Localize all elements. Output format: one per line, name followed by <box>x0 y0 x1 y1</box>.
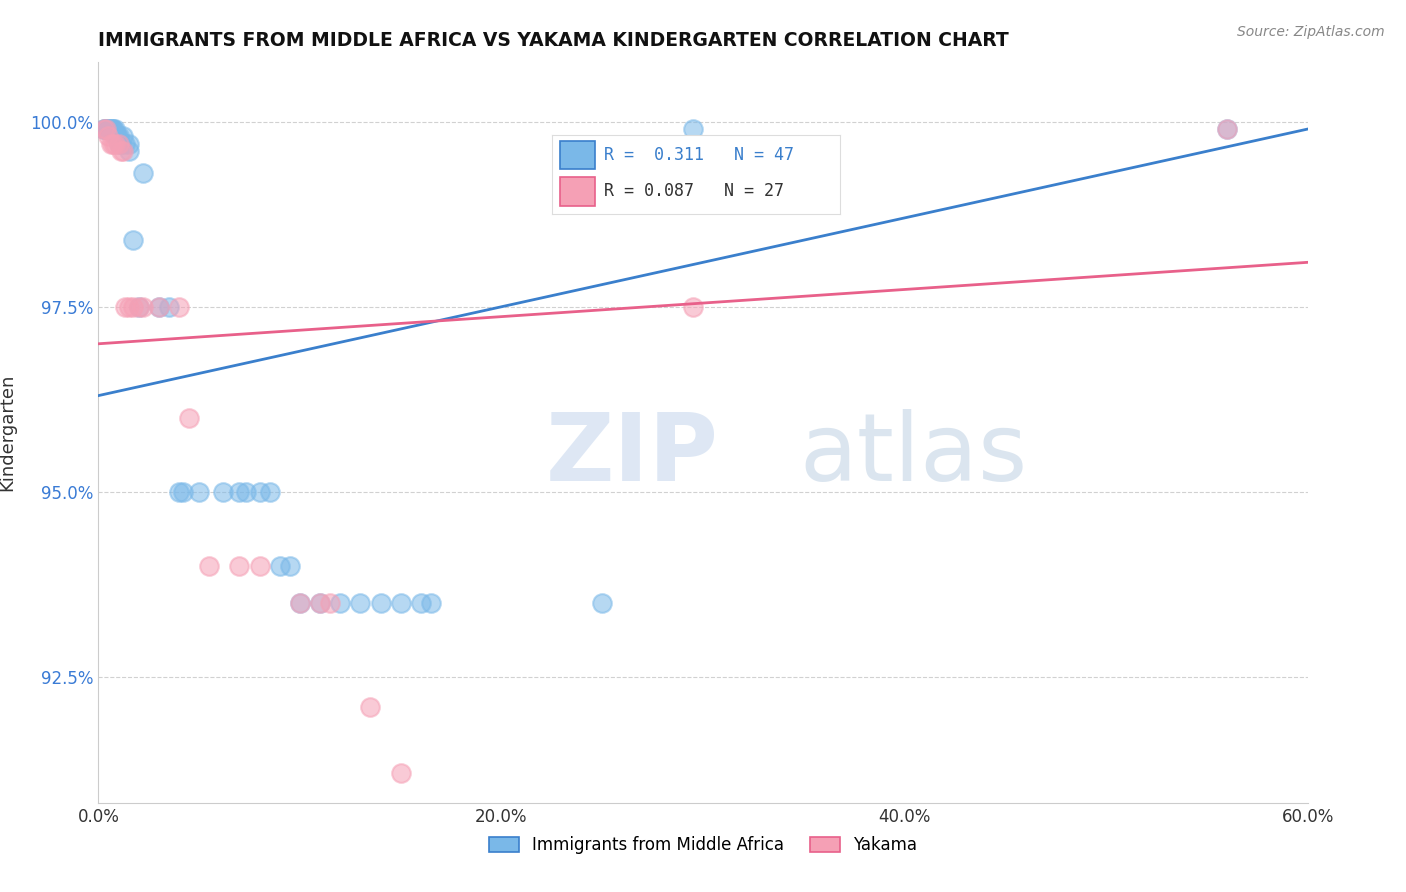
Text: R = 0.087   N = 27: R = 0.087 N = 27 <box>603 182 783 201</box>
Point <box>288 596 311 610</box>
Point <box>329 596 352 610</box>
Point <box>278 558 301 573</box>
Point <box>107 136 129 151</box>
Point <box>105 129 128 144</box>
Point <box>319 596 342 610</box>
Point <box>97 129 120 144</box>
Point <box>101 122 124 136</box>
Point <box>370 596 392 610</box>
Point <box>107 136 129 151</box>
Point <box>93 122 115 136</box>
Point <box>198 558 221 573</box>
Point <box>114 300 136 314</box>
Point <box>97 122 120 136</box>
Point <box>101 136 124 151</box>
Point <box>107 129 129 144</box>
Point <box>167 300 190 314</box>
Point <box>111 129 134 144</box>
Point <box>101 122 124 136</box>
Point <box>249 558 271 573</box>
Point <box>172 484 194 499</box>
Point <box>121 300 143 314</box>
Point <box>235 484 257 499</box>
Point <box>114 136 136 151</box>
Point <box>128 300 150 314</box>
Point <box>118 300 141 314</box>
Point <box>93 122 115 136</box>
Point <box>1216 122 1239 136</box>
FancyBboxPatch shape <box>561 178 595 205</box>
Point <box>1216 122 1239 136</box>
Point <box>309 596 332 610</box>
Text: ZIP: ZIP <box>546 409 718 500</box>
Point <box>409 596 432 610</box>
Point <box>121 233 143 247</box>
Point <box>111 145 134 159</box>
Point <box>128 300 150 314</box>
Text: R =  0.311   N = 47: R = 0.311 N = 47 <box>603 146 793 164</box>
Point <box>389 766 412 780</box>
Point <box>349 596 371 610</box>
Point <box>212 484 235 499</box>
Y-axis label: Kindergarten: Kindergarten <box>0 374 17 491</box>
Point <box>96 122 118 136</box>
Point <box>100 122 122 136</box>
Point <box>132 167 155 181</box>
Point <box>179 410 201 425</box>
Point <box>259 484 281 499</box>
Point <box>96 122 118 136</box>
Point <box>682 300 704 314</box>
Point <box>360 699 382 714</box>
Point <box>591 596 613 610</box>
Point <box>167 484 190 499</box>
Point <box>110 136 132 151</box>
Point <box>188 484 211 499</box>
Point <box>288 596 311 610</box>
Point <box>269 558 291 573</box>
Point <box>100 136 122 151</box>
Text: Source: ZipAtlas.com: Source: ZipAtlas.com <box>1237 25 1385 39</box>
Point <box>249 484 271 499</box>
Point <box>309 596 332 610</box>
Text: atlas: atlas <box>800 409 1028 500</box>
Point <box>682 122 704 136</box>
Point <box>389 596 412 610</box>
Point <box>103 136 125 151</box>
Point <box>420 596 443 610</box>
Point <box>103 129 125 144</box>
Legend: Immigrants from Middle Africa, Yakama: Immigrants from Middle Africa, Yakama <box>482 830 924 861</box>
Point <box>97 122 120 136</box>
Point <box>132 300 155 314</box>
Point <box>93 122 115 136</box>
Point <box>228 558 250 573</box>
Point <box>157 300 180 314</box>
Point <box>148 300 170 314</box>
Point <box>148 300 170 314</box>
Text: IMMIGRANTS FROM MIDDLE AFRICA VS YAKAMA KINDERGARTEN CORRELATION CHART: IMMIGRANTS FROM MIDDLE AFRICA VS YAKAMA … <box>98 30 1010 50</box>
Point <box>118 145 141 159</box>
Point <box>100 122 122 136</box>
FancyBboxPatch shape <box>561 141 595 169</box>
Point <box>118 136 141 151</box>
Point <box>96 122 118 136</box>
Point <box>103 122 125 136</box>
Point <box>105 129 128 144</box>
Point <box>110 145 132 159</box>
Point <box>228 484 250 499</box>
